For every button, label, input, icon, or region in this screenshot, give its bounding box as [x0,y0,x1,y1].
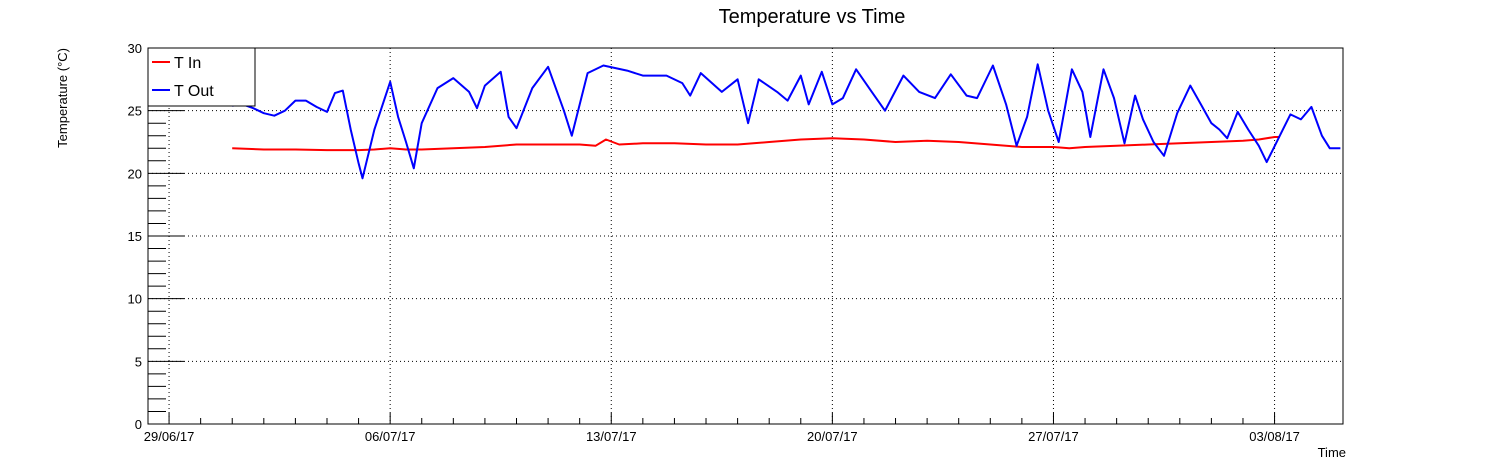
y-tick-label: 30 [128,41,142,56]
x-axis-label: Time [1318,445,1346,460]
legend: T In T Out [147,47,256,107]
x-tick-label: 20/07/17 [807,429,858,444]
x-tick-label: 06/07/17 [365,429,416,444]
y-tick-label: 15 [128,229,142,244]
y-tick-label: 10 [128,292,142,307]
legend-label: T In [174,55,201,72]
legend-box [147,47,256,107]
y-tick-label: 20 [128,166,142,181]
legend-label: T Out [174,83,214,100]
y-axis-label: Temperature (°C) [55,48,70,148]
chart-title: Temperature vs Time [719,6,906,28]
y-tick-label: 25 [128,104,142,119]
x-tick-label: 13/07/17 [586,429,637,444]
y-tick-label: 5 [135,354,142,369]
series-layer [232,63,1341,180]
series-line-t-in [232,136,1280,152]
x-tick-label: 27/07/17 [1028,429,1079,444]
y-tick-label: 0 [135,417,142,432]
x-tick-label: 29/06/17 [144,429,195,444]
x-tick-label: 03/08/17 [1249,429,1300,444]
series-line-t-out [232,63,1341,180]
